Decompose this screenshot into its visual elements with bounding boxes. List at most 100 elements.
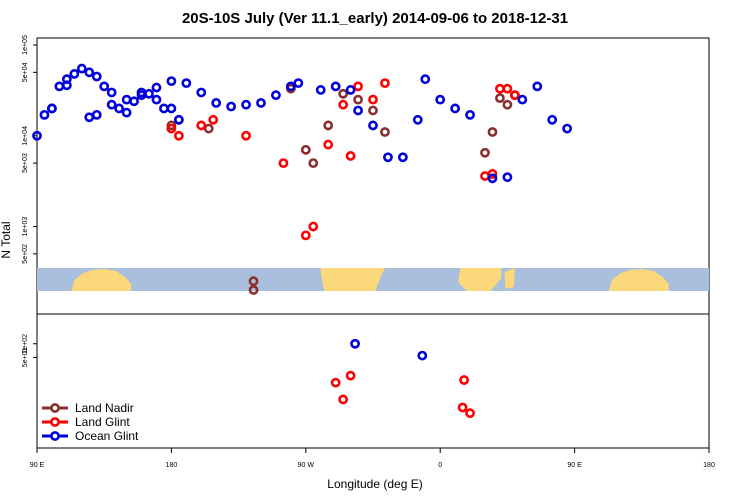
land-glint-point [308,221,319,232]
y-tick-label: 5e+01 [22,348,29,368]
top-panel: 1e+05 5e+04 1e+04 5e+03 1e+03 5e+02 [22,35,710,315]
y-tick-label: 5e+02 [22,244,29,264]
ocean-glint-point [345,85,356,95]
ocean-glint-point [532,81,543,92]
land-glint-point [345,151,356,161]
land-glint-point [300,230,311,241]
ocean-glint-point [211,98,222,108]
land-glint-point [509,90,520,101]
x-tick-label: 0 [438,462,442,469]
land-nadir-point [368,105,378,116]
ocean-glint-point [435,94,446,105]
land-glint-point [480,171,490,181]
land-mask-australia-left [71,269,132,291]
ocean-glint-point [368,120,378,131]
ocean-glint-point [76,63,87,74]
ocean-glint-point [417,350,428,361]
ocean-glint-point [450,103,461,114]
land-glint-point [345,370,356,381]
land-glint-point [278,158,289,169]
ocean-glint-point [151,82,162,93]
legend-marker-land-glint [50,417,60,427]
ocean-glint-point [54,81,65,92]
bottom-panel-frame [36,313,710,449]
land-glint-point [338,394,349,405]
ocean-glint-point [353,105,363,116]
land-mask-band [37,268,709,291]
x-axis-label: Longitude (deg E) [327,477,422,491]
ocean-glint-point [151,94,162,105]
ocean-glint-point [84,67,95,78]
land-nadir-point [480,147,490,158]
land-nadir-point [248,285,259,295]
ocean-glint-point [465,109,475,120]
ocean-glint-point [32,130,42,141]
land-nadir-point [353,94,363,105]
land-glint-point [323,139,334,150]
land-glint-point [330,377,341,388]
land-glint-point [502,83,513,94]
legend-label-land-nadir: Land Nadir [75,401,134,415]
ocean-glint-point [129,96,139,107]
ocean-glint-point [39,109,50,120]
land-nadir-point [248,276,259,287]
ocean-glint-point [330,81,341,92]
ocean-glint-point [517,94,528,105]
ocean-glint-point [271,90,281,101]
legend-label-land-glint: Land Glint [75,415,130,429]
land-nadir-point [308,158,319,169]
ocean-glint-point [562,123,573,134]
land-glint-point [457,402,468,413]
ocean-glint-point [84,112,95,123]
y-tick-label: 1e+03 [22,217,29,237]
ocean-glint-point [256,98,266,108]
x-axis: 90 E 180 90 W 0 90 E 180 [30,448,715,469]
land-mask-madagascar [504,268,515,289]
land-glint-point [241,130,251,141]
land-nadir-point [338,88,349,99]
ocean-glint-point [350,338,360,349]
land-nadir-point [300,144,311,155]
land-nadir-point [502,99,513,110]
ocean-glint-point [420,74,431,85]
ocean-glint-point [166,103,177,114]
bottom-panel-points [330,338,475,419]
y-tick-label: 1e+02 [22,334,29,354]
ocean-glint-point [547,114,558,125]
ocean-glint-point [173,114,184,125]
land-glint-point [196,120,207,131]
land-mask-south-america [320,268,385,291]
ocean-glint-point [106,99,117,110]
land-glint-point [338,99,349,110]
legend-marker-land-nadir [50,403,60,413]
x-tick-label: 180 [166,462,178,469]
top-panel-points [32,63,573,295]
top-panel-y-axis: 1e+05 5e+04 1e+04 5e+03 1e+03 5e+02 [22,35,37,264]
ocean-glint-point [121,107,132,118]
ocean-glint-point [502,172,513,183]
x-tick-label: 90 W [298,462,315,469]
land-glint-point [173,130,184,141]
land-glint-point [459,375,469,385]
ocean-glint-point [121,94,132,105]
land-glint-point [208,114,219,125]
x-tick-label: 180 [703,462,715,469]
ocean-glint-point [47,103,57,114]
land-glint-point [353,81,363,92]
ocean-glint-point [181,78,192,89]
ocean-glint-point [159,103,169,114]
y-axis-label: N Total [0,221,13,258]
ocean-glint-point [241,99,251,110]
land-nadir-point [487,127,498,137]
ocean-glint-point [91,71,102,82]
ocean-glint-point [383,152,393,163]
ocean-glint-point [144,88,154,99]
y-tick-label: 1e+04 [22,126,29,146]
ocean-glint-point [196,87,207,98]
land-glint-point [166,123,177,134]
x-tick-label: 90 E [30,462,45,469]
y-tick-label: 5e+03 [22,153,29,173]
